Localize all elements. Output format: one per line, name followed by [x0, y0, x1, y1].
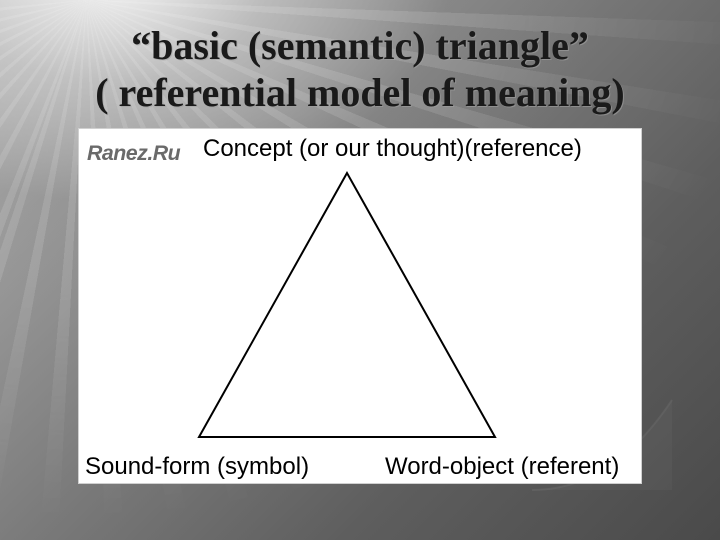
slide-title: “basic (semantic) triangle” ( referentia…	[0, 22, 720, 116]
title-line-1: “basic (semantic) triangle”	[0, 22, 720, 69]
label-word-object-bottom-right: Word-object (referent)	[385, 453, 619, 481]
watermark-text: Ranez.Ru	[87, 141, 180, 166]
triangle-shape	[187, 169, 507, 445]
diagram-container: Ranez.Ru Concept (or our thought)(refere…	[78, 128, 642, 484]
title-line-2: ( referential model of meaning)	[0, 69, 720, 116]
label-concept-top: Concept (or our thought)(reference)	[203, 135, 582, 163]
triangle-polygon	[199, 173, 495, 437]
label-sound-form-bottom-left: Sound-form (symbol)	[85, 453, 309, 481]
